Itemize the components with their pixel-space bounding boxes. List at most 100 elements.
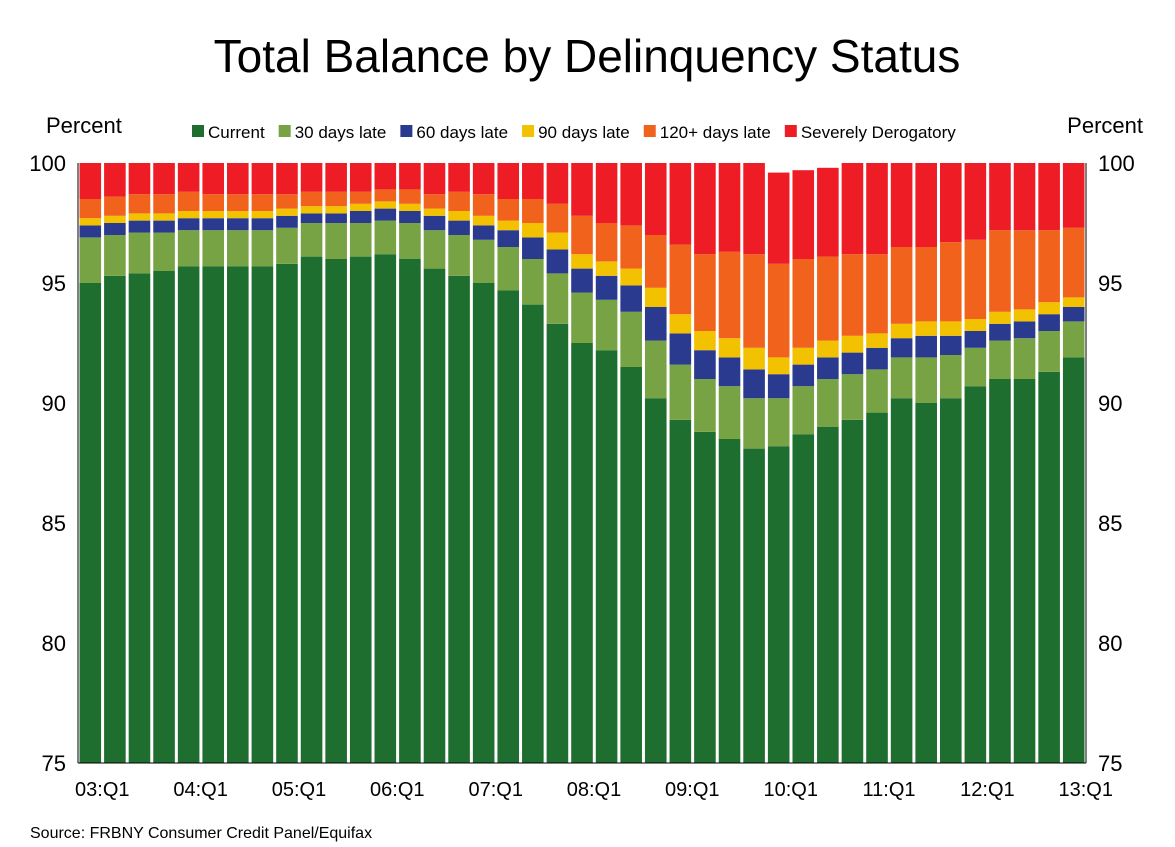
- bar-segment-120-days-late-09:Q4: [743, 254, 765, 348]
- bar-segment-60-days-late-12:Q2: [989, 323, 1011, 341]
- bar-segment-120-days-late-06:Q1: [374, 189, 397, 202]
- bar-segment-30-days-late-10:Q3: [817, 379, 839, 427]
- left-tick-label: 85: [42, 511, 66, 536]
- bar-segment-90-days-late-09:Q3: [718, 338, 741, 358]
- bar-segment-severely-derogatory-07:Q3: [522, 163, 544, 199]
- bar-segment-90-days-late-11:Q3: [915, 321, 937, 336]
- left-tick-label: 75: [42, 751, 66, 776]
- bar-segment-severely-derogatory-11:Q2: [890, 163, 913, 247]
- bar-segment-30-days-late-08:Q2: [595, 299, 618, 351]
- bar-segment-60-days-late-10:Q2: [792, 364, 815, 387]
- bar-segment-current-10:Q4: [841, 419, 864, 763]
- bar-segment-current-03:Q1: [79, 283, 102, 763]
- bar-segment-current-07:Q4: [546, 323, 569, 763]
- bar-segment-120-days-late-10:Q1: [767, 263, 790, 358]
- bar-segment-current-07:Q3: [522, 304, 544, 763]
- bar-segment-90-days-late-09:Q4: [743, 347, 765, 370]
- bar-segment-60-days-late-10:Q1: [767, 374, 790, 399]
- bar-segment-severely-derogatory-08:Q4: [644, 163, 667, 235]
- right-tick-label: 75: [1098, 751, 1122, 776]
- left-tick-label: 95: [42, 271, 66, 296]
- bar-segment-severely-derogatory-06:Q3: [423, 163, 446, 195]
- bar-segment-30-days-late-03:Q1: [79, 237, 102, 283]
- bar-segment-90-days-late-07:Q2: [497, 220, 520, 231]
- bar-segment-120-days-late-04:Q3: [227, 194, 249, 211]
- right-tick-label: 100: [1098, 151, 1135, 176]
- bar-segment-120-days-late-04:Q2: [202, 194, 225, 211]
- bar-segment-90-days-late-11:Q1: [866, 333, 888, 348]
- bar-segment-current-06:Q1: [374, 254, 397, 763]
- bar-segment-severely-derogatory-05:Q1: [276, 163, 298, 195]
- bar-segment-severely-derogatory-04:Q2: [202, 163, 225, 195]
- bar-segment-current-05:Q2: [300, 256, 323, 763]
- bar-segment-120-days-late-11:Q1: [866, 254, 888, 334]
- bar-segment-60-days-late-08:Q4: [644, 307, 667, 341]
- bar-segment-60-days-late-05:Q2: [300, 213, 323, 223]
- bar-segment-severely-derogatory-07:Q1: [472, 163, 495, 195]
- legend-swatch: [784, 125, 797, 137]
- bar-segment-30-days-late-09:Q2: [694, 379, 716, 432]
- x-tick-label: 13:Q1: [1058, 779, 1112, 801]
- bar-segment-120-days-late-08:Q3: [620, 225, 642, 269]
- bar-segment-current-11:Q2: [890, 398, 913, 763]
- bar-segment-120-days-late-12:Q2: [989, 230, 1011, 312]
- bar-segment-90-days-late-10:Q4: [841, 335, 864, 353]
- bar-segment-120-days-late-11:Q2: [890, 247, 913, 324]
- bar-segment-severely-derogatory-10:Q4: [841, 163, 864, 255]
- bar-segment-120-days-late-04:Q4: [251, 194, 274, 211]
- x-tick-label: 05:Q1: [272, 779, 326, 801]
- bar-segment-severely-derogatory-12:Q1: [964, 163, 987, 240]
- bar-segment-90-days-late-10:Q3: [817, 340, 839, 358]
- right-tick-label: 80: [1098, 631, 1122, 656]
- bar-segment-severely-derogatory-11:Q1: [866, 163, 888, 255]
- bar-segment-severely-derogatory-05:Q3: [325, 163, 347, 192]
- bar-segment-90-days-late-08:Q1: [571, 254, 593, 269]
- bar-segment-30-days-late-13:Q1: [1062, 321, 1085, 358]
- bar-segment-120-days-late-10:Q2: [792, 259, 815, 348]
- bar-segment-90-days-late-05:Q4: [349, 203, 372, 211]
- bar-segment-severely-derogatory-11:Q3: [915, 163, 937, 247]
- bar-segment-current-05:Q3: [325, 259, 347, 763]
- bar-segment-current-06:Q3: [423, 268, 446, 763]
- bar-segment-60-days-late-09:Q3: [718, 357, 741, 387]
- bar-segment-severely-derogatory-11:Q4: [939, 163, 962, 243]
- bar-segment-90-days-late-06:Q1: [374, 201, 397, 209]
- bar-segment-60-days-late-03:Q1: [79, 225, 102, 238]
- bar-segment-120-days-late-08:Q4: [644, 235, 667, 288]
- x-tick-label: 12:Q1: [960, 779, 1014, 801]
- bar-segment-90-days-late-12:Q4: [1038, 302, 1060, 315]
- bar-segment-severely-derogatory-03:Q1: [79, 163, 102, 199]
- bar-segment-severely-derogatory-13:Q1: [1062, 163, 1085, 228]
- bar-segment-30-days-late-05:Q4: [349, 223, 372, 257]
- bar-segment-60-days-late-05:Q1: [276, 215, 298, 228]
- bar-segment-120-days-late-03:Q3: [128, 194, 151, 214]
- bar-segment-120-days-late-07:Q2: [497, 199, 520, 221]
- bar-segment-90-days-late-07:Q3: [522, 223, 544, 238]
- bar-segment-30-days-late-10:Q4: [841, 374, 864, 420]
- bar-segment-60-days-late-09:Q2: [694, 350, 716, 379]
- legend-swatch: [522, 125, 535, 137]
- bar-segment-60-days-late-13:Q1: [1062, 307, 1085, 322]
- bar-segment-current-12:Q1: [964, 386, 987, 763]
- bar-segment-severely-derogatory-12:Q4: [1038, 163, 1060, 231]
- bar-segment-90-days-late-08:Q3: [620, 268, 642, 286]
- bar-segment-current-11:Q1: [866, 412, 888, 763]
- bar-segment-current-08:Q4: [644, 398, 667, 763]
- bar-segment-current-10:Q3: [817, 427, 839, 763]
- bar-segment-30-days-late-11:Q1: [866, 369, 888, 413]
- legend-swatch: [192, 125, 204, 137]
- bar-segment-severely-derogatory-10:Q2: [792, 170, 815, 259]
- right-tick-label: 90: [1098, 391, 1122, 416]
- bars: [79, 163, 1085, 763]
- bar-segment-90-days-late-10:Q1: [767, 357, 790, 375]
- bar-segment-60-days-late-10:Q3: [817, 357, 839, 379]
- bar-segment-current-10:Q2: [792, 434, 815, 763]
- bar-segment-90-days-late-03:Q3: [128, 213, 151, 221]
- bar-segment-120-days-late-08:Q2: [595, 223, 618, 262]
- bar-segment-60-days-late-04:Q4: [251, 218, 274, 231]
- bar-segment-30-days-late-04:Q3: [227, 230, 249, 267]
- bar-segment-90-days-late-12:Q1: [964, 319, 987, 331]
- bar-segment-90-days-late-12:Q2: [989, 311, 1011, 324]
- left-tick-label: 100: [29, 151, 66, 176]
- bar-segment-90-days-late-04:Q1: [177, 211, 200, 219]
